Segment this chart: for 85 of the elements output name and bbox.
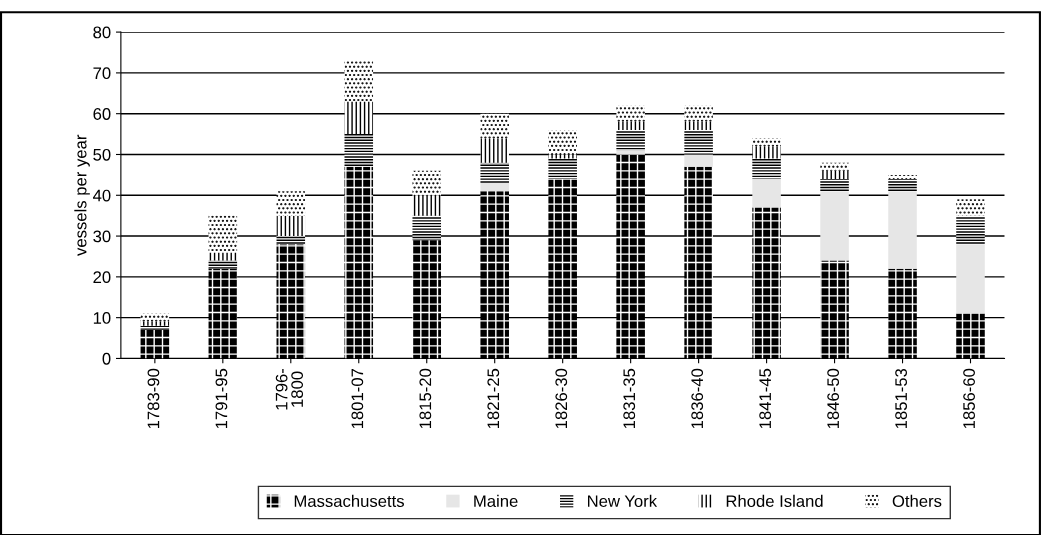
bar [752,178,781,208]
x-tick-label: 1856-60 [963,368,975,429]
y-tick-label: 10 [93,312,111,324]
x-tick-label: 1836-40 [691,368,704,429]
bar [480,113,509,139]
bar [548,130,577,155]
bar [480,183,509,192]
bar [140,313,170,322]
bar [548,154,577,159]
bar [820,162,849,171]
bar [548,178,577,359]
bar [888,174,917,179]
x-tick-label: 1815-20 [419,368,432,429]
legend-label: New York [588,494,658,508]
bar [616,105,645,122]
bar [684,105,713,122]
bar [412,170,442,196]
bar [344,166,374,359]
legend-label: Massachusetts [294,494,404,508]
bar [820,191,849,261]
bar [888,191,917,269]
y-tick-label: 50 [93,148,111,161]
bar [412,195,442,216]
bar [140,329,170,359]
x-tick-label: 1796- 1800 [275,368,304,410]
legend-label: Maine [474,494,518,508]
bar [140,321,170,326]
bar [276,215,306,237]
bar [752,138,781,147]
y-tick-label: 40 [93,189,111,202]
bar [684,121,713,130]
y-tick-label: 30 [93,230,111,243]
bar [616,154,645,359]
bar [956,313,985,359]
y-tick-label: 0 [102,352,111,365]
x-tick-label: 1801-07 [351,369,364,429]
bar [820,178,849,192]
bar [616,150,645,155]
bar [276,244,306,359]
legend-label: Rhode Island [726,494,823,508]
y-tick-label: 70 [93,67,111,80]
bar [752,158,781,179]
bar [752,207,781,359]
bar [344,134,374,167]
legend-label: Others [892,494,942,508]
bar [752,146,781,159]
bar [276,236,306,245]
bar [480,162,509,184]
x-tick-label: 1831-35 [623,368,636,429]
bar [684,166,713,359]
x-tick-label: 1821-25 [487,368,500,429]
bar [956,215,985,245]
bar [684,154,713,167]
x-tick-label: 1846-50 [827,368,840,429]
bar [344,60,374,102]
bar [820,260,849,359]
bar [616,121,645,130]
bar [412,215,442,241]
x-tick-label: 1826-30 [555,368,568,429]
bar [344,101,374,135]
bar [888,268,917,359]
bar [480,138,509,163]
y-tick-label: 60 [93,108,111,120]
bar [208,215,238,253]
y-tick-label: 80 [93,26,111,39]
x-tick-label: 1841-45 [759,368,772,429]
x-tick-label: 1791-95 [215,368,228,429]
bar [208,260,238,269]
bar [412,240,442,359]
bar [276,191,306,216]
bar [684,130,713,155]
bar [956,199,985,216]
bar [208,268,238,359]
y-axis-title: vessels per year [74,134,90,256]
bar [820,170,849,179]
bar [208,252,238,261]
bar [548,158,577,179]
x-tick-label: 1851-53 [895,368,908,429]
bar [956,244,985,314]
bar [888,178,917,192]
bar [616,130,645,151]
y-tick-label: 20 [93,271,111,284]
bar [480,191,509,359]
bar [140,325,170,330]
x-tick-label: 1783-90 [147,368,160,429]
